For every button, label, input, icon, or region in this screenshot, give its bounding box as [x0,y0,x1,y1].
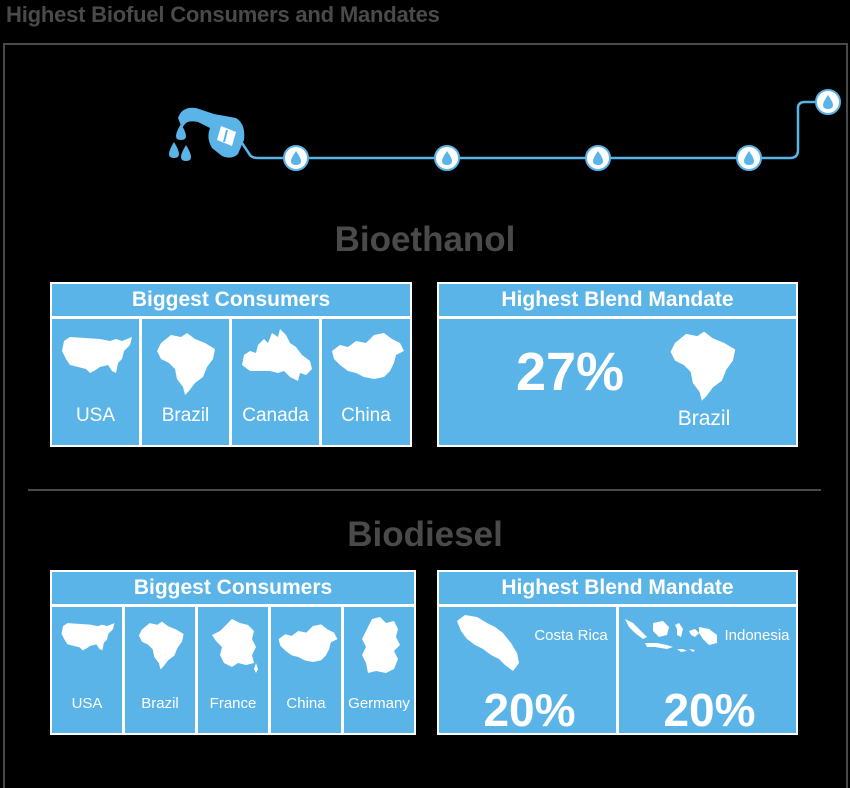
china-map-icon [332,333,404,379]
france-map-icon [212,619,258,673]
bioethanol-consumer-usa: USA [50,317,141,447]
content-frame [3,43,848,788]
page-title: Highest Biofuel Consumers and Mandates [6,2,440,27]
indonesia-map-icon [625,619,717,652]
biodiesel-consumers-heading: Biggest Consumers [50,570,416,606]
brazil-map-icon [138,621,184,670]
usa-map-icon [62,337,132,373]
brazil-map-icon [670,331,736,401]
bioethanol-consumer-canada: Canada [230,317,321,447]
fuel-pipe-line [238,100,815,160]
mandate-country: Costa Rica [534,627,608,644]
germany-map-icon [362,617,400,673]
biodiesel-consumer-brazil: Brazil [123,605,197,735]
biodiesel-consumer-france: France [196,605,270,735]
china-map-icon [278,624,338,662]
water-drop-icon [434,145,460,171]
mandate-country: Indonesia [724,627,790,644]
water-drop-icon [736,145,762,171]
consumer-label: Canada [242,405,309,426]
water-drop-icon [585,145,611,171]
bioethanol-mandate-heading: Highest Blend Mandate [437,282,798,318]
mandate-country: Brazil [677,407,731,430]
consumer-label: Brazil [141,695,179,712]
water-drop-icon [169,124,191,161]
mandate-percent: 27% [515,342,625,402]
bioethanol-consumers-heading: Biggest Consumers [50,282,412,318]
consumer-label: China [341,405,391,426]
consumer-label: USA [75,405,116,426]
canada-map-icon [242,329,312,381]
fuel-pipeline-graphic [169,89,841,171]
consumer-label: Germany [348,695,410,712]
brazil-map-icon [157,333,215,395]
biodiesel-consumer-usa: USA [50,605,124,735]
mandate-percent: 20% [483,684,576,736]
fuel-nozzle-icon [178,107,245,158]
consumer-label: Brazil [161,405,210,426]
biodiesel-title: Biodiesel [347,515,503,554]
biodiesel-consumer-germany: Germany [342,605,416,735]
costa-rica-map-icon [457,615,519,671]
bioethanol-consumer-brazil: Brazil [140,317,231,447]
mandate-percent: 20% [663,684,756,736]
bioethanol-title: Bioethanol [334,220,516,259]
consumer-label: France [209,695,257,712]
biodiesel-mandate-heading: Highest Blend Mandate [437,570,798,606]
biodiesel-mandate-indonesia: Indonesia 20% [617,605,798,736]
consumer-label: USA [71,695,103,712]
water-drop-icon [815,89,841,115]
water-drop-icon [283,145,309,171]
biodiesel-mandate-costa-rica: Costa Rica 20% [437,605,618,736]
biodiesel-consumer-china: China [269,605,343,735]
bioethanol-consumer-china: China [320,317,412,447]
usa-map-icon [61,623,115,651]
consumer-label: China [286,695,326,712]
section-divider [28,489,821,491]
bioethanol-mandate-panel: 27% Brazil [437,317,798,447]
